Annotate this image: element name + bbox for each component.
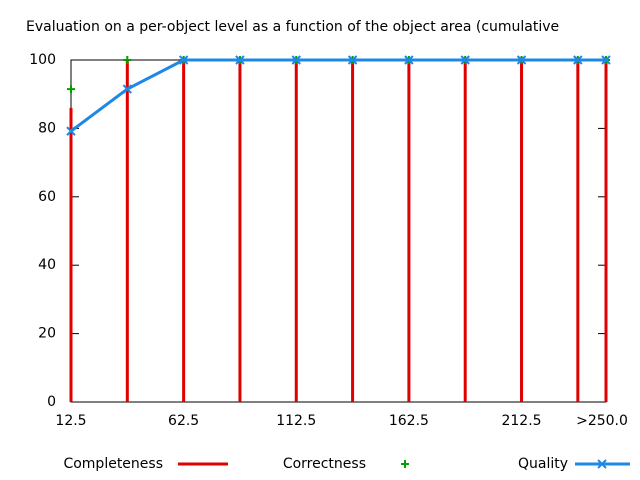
marker: [516, 55, 527, 65]
marker: [460, 55, 470, 65]
marker: [235, 55, 245, 65]
y-tick-label: 40: [38, 257, 56, 273]
marker: [601, 55, 611, 65]
marker: [573, 55, 583, 65]
marker: [178, 55, 189, 65]
y-tick-label: 100: [29, 52, 56, 68]
x-tick-label: 12.5: [55, 413, 86, 429]
x-tick-label: 162.5: [389, 413, 429, 429]
chart-title: Evaluation on a per-object level as a fu…: [26, 19, 559, 35]
point: [67, 85, 75, 94]
legend-label: Quality: [518, 456, 568, 472]
legend-label: Completeness: [63, 456, 163, 472]
point: [123, 56, 132, 64]
marker: [347, 55, 358, 65]
marker: [122, 84, 133, 94]
y-tick-label: 0: [47, 394, 56, 410]
x-tick-label: 112.5: [276, 413, 316, 429]
y-tick-label: 60: [38, 189, 56, 205]
marker: [291, 55, 301, 65]
line: [70, 58, 606, 133]
y-tick-label: 80: [38, 120, 56, 136]
x-tick-label: 62.5: [168, 413, 199, 429]
legend-label: Correctness: [283, 456, 366, 472]
marker: [66, 126, 76, 136]
x-tick-label: 212.5: [501, 413, 541, 429]
legend-swatch: [401, 460, 409, 468]
plot-frame: [70, 59, 607, 403]
marker: [404, 55, 414, 65]
x-tick-label: >250.0: [576, 413, 628, 429]
y-tick-label: 20: [38, 326, 56, 342]
legend-swatch: [597, 459, 607, 469]
